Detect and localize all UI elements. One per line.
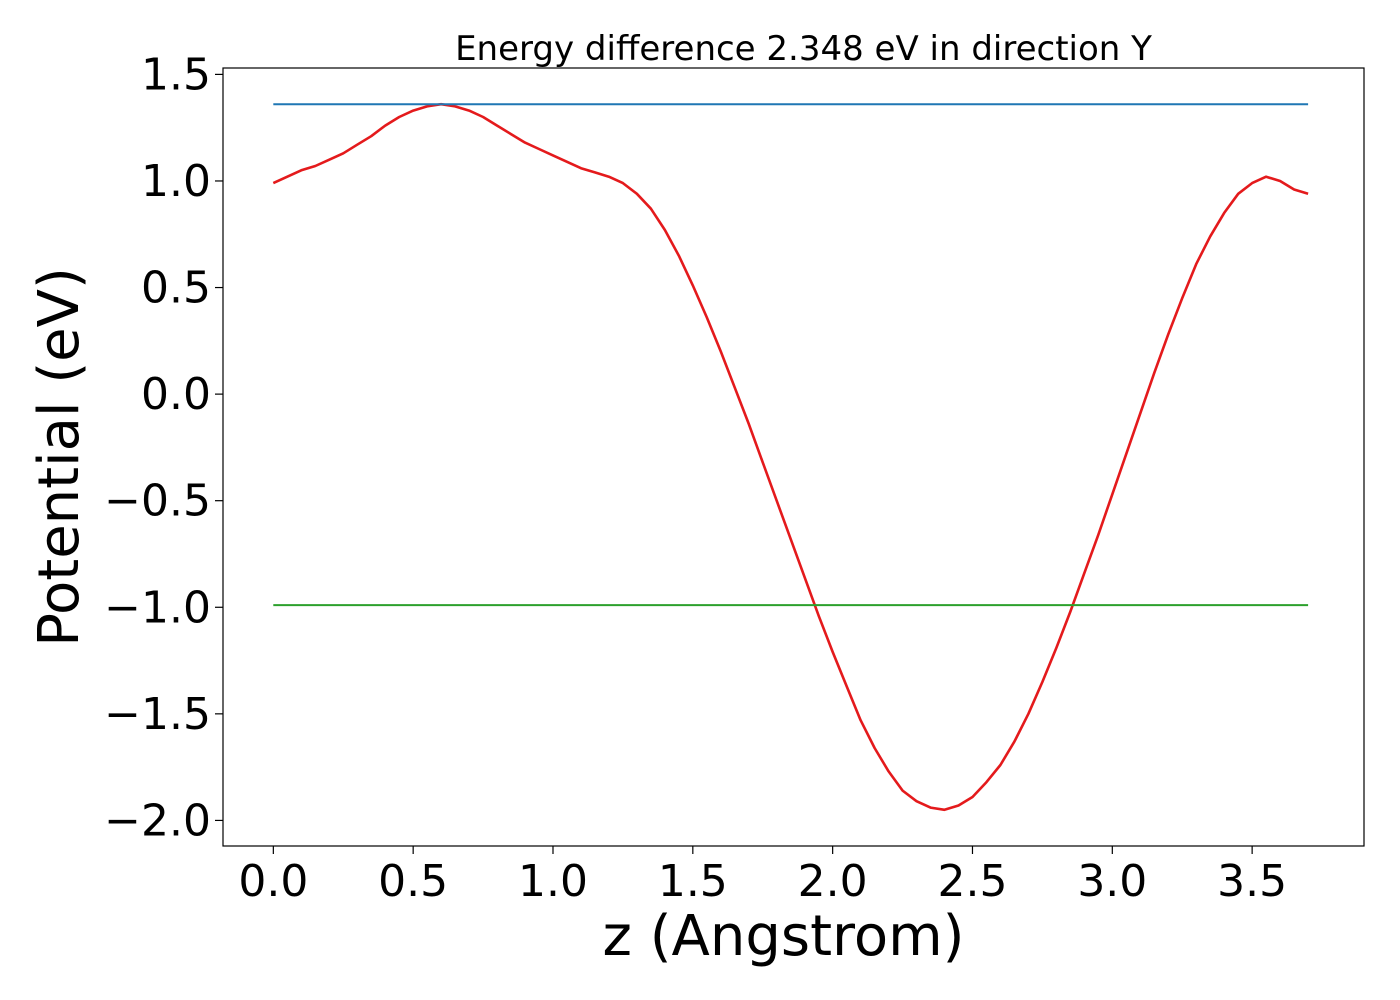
y-tick-label: −1.0 bbox=[104, 582, 211, 633]
series-layer bbox=[272, 102, 1309, 812]
y-axis-label: Potential (eV) bbox=[27, 267, 92, 647]
x-axis-label: z (Angstrom) bbox=[603, 904, 965, 969]
x-tick-label: 2.5 bbox=[937, 856, 1007, 907]
chart-title: Energy difference 2.348 eV in direction … bbox=[455, 29, 1152, 69]
x-tick-label: 2.0 bbox=[798, 856, 868, 907]
x-tick-label: 0.0 bbox=[238, 856, 308, 907]
y-tick-label: 0.0 bbox=[141, 369, 211, 420]
y-tick-label: 0.5 bbox=[141, 263, 211, 314]
x-tick-label: 3.0 bbox=[1077, 856, 1147, 907]
x-tick-label: 1.0 bbox=[518, 856, 588, 907]
y-tick-label: −2.0 bbox=[104, 795, 211, 846]
y-tick-label: −1.5 bbox=[104, 689, 211, 740]
x-ticks: 0.0 0.5 1.0 1.5 2.0 2.5 3.0 3.5 bbox=[238, 846, 1287, 907]
y-tick-label: 1.0 bbox=[141, 156, 211, 207]
y-ticks: 1.5 1.0 0.5 0.0 −0.5 −1.0 −1.5 −2.0 bbox=[104, 49, 223, 846]
y-tick-label: −0.5 bbox=[104, 476, 211, 527]
y-tick-label: 1.5 bbox=[141, 49, 211, 100]
x-tick-label: 0.5 bbox=[378, 856, 448, 907]
x-tick-label: 1.5 bbox=[658, 856, 728, 907]
x-tick-label: 3.5 bbox=[1217, 856, 1287, 907]
axes-frame bbox=[222, 67, 1365, 847]
